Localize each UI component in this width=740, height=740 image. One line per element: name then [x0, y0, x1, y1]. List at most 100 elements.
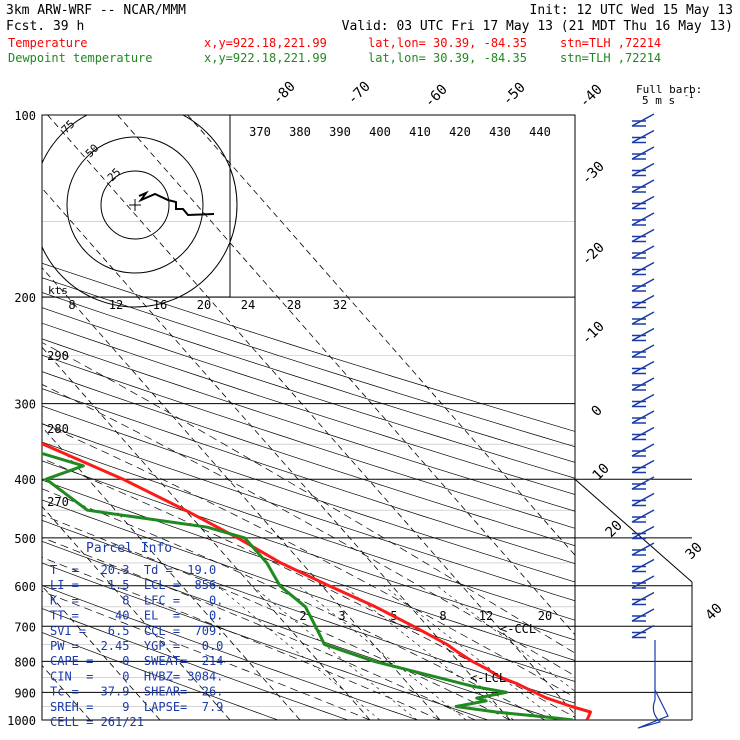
- parcel-info-row: TT = 40 EL = 0.: [50, 609, 223, 623]
- valid-time: Valid: 03 UTC Fri 17 May 13 (21 MDT Thu …: [342, 19, 733, 34]
- parcel-info-panel: Parcel Info T = 20.3 Td = 19.0LI = 1.5 L…: [50, 541, 223, 729]
- isotherm-label: 40: [703, 601, 726, 624]
- wind-barb: [631, 311, 655, 325]
- init-time: Init: 12 UTC Wed 15 May 13: [530, 3, 734, 18]
- dry-adiabat: [42, 479, 575, 661]
- legend-dewpoint: Dewpoint temperature: [8, 51, 153, 65]
- mixing-ratio-label: 3: [338, 609, 345, 623]
- wind-barb: [631, 591, 655, 606]
- mixing-ratio-line: [436, 585, 575, 692]
- dry-adiabat: [42, 441, 575, 621]
- parcel-info-row: SREH = 9 LAPSE= 7.9: [50, 700, 223, 714]
- isotherm-label: -80: [270, 79, 299, 108]
- parcel-info-title: Parcel Info: [86, 541, 172, 556]
- dry-adiabat: [42, 460, 575, 641]
- theta-label: 380: [289, 125, 311, 139]
- hodograph-scale-label: 28: [287, 298, 301, 312]
- barb-note-title: Full barb:: [636, 83, 702, 96]
- hodograph-ring: [100, 170, 170, 240]
- theta-left-label: 290: [47, 349, 69, 363]
- forecast-hour: Fcst. 39 h: [6, 19, 84, 34]
- model-title: 3km ARW-WRF -- NCAR/MMM: [6, 3, 186, 18]
- wind-barb: [631, 179, 655, 193]
- wind-barb: [631, 327, 655, 342]
- hodograph-scale-label: 12: [109, 298, 123, 312]
- pressure-tick-label: 1000: [7, 714, 36, 728]
- mixing-ratio-line: [252, 585, 418, 720]
- parcel-info-row: T = 20.3 Td = 19.0: [50, 563, 216, 577]
- isotherm: [42, 267, 441, 720]
- isotherm-label: 10: [590, 461, 613, 484]
- parcel-info-row: SVI = 6.5 CCL = 709.: [50, 624, 223, 638]
- theta-label: 400: [369, 125, 391, 139]
- dry-adiabat: [42, 354, 575, 529]
- mixing-ratio-line: [298, 585, 467, 720]
- chart-series: [42, 441, 592, 720]
- pressure-tick-label: 300: [14, 398, 36, 412]
- legend-temperature: Temperature: [8, 36, 87, 50]
- wind-barb: [631, 245, 655, 259]
- hodograph-scale-label: 16: [153, 298, 167, 312]
- isotherm-label: -20: [579, 240, 608, 269]
- dry-adiabat: [42, 322, 575, 495]
- hodograph-frame: [41, 114, 231, 298]
- dry-adiabat: [42, 262, 575, 432]
- lcl-marker: <-LCL: [470, 671, 506, 685]
- hodograph-speed-label: 25: [105, 166, 124, 185]
- wind-barb: [631, 509, 655, 523]
- dry-adiabat: [42, 277, 575, 448]
- wind-barb: [631, 195, 655, 210]
- isotherm-label: -50: [500, 80, 529, 109]
- hodograph-scale-label: 32: [333, 298, 347, 312]
- mixing-ratio-label: 8: [439, 609, 446, 623]
- wind-barb: [631, 542, 655, 556]
- dry-adiabat: [42, 608, 349, 720]
- dry-adiabat: [42, 292, 575, 463]
- hodograph-scale-label: 24: [241, 298, 255, 312]
- parcel-info-row: CAPE = 0 SWEAT= 214: [50, 654, 223, 668]
- theta-label: 440: [529, 125, 551, 139]
- dry-adiabat: [42, 405, 575, 583]
- isotherm-label: -30: [579, 159, 608, 188]
- dry-adiabat: [42, 307, 575, 479]
- pressure-tick-label: 700: [14, 620, 36, 634]
- isotherm: [42, 346, 371, 720]
- dry-adiabat: [42, 499, 575, 682]
- parcel-info-row: CELL = 261/21: [50, 715, 144, 729]
- pressure-tick-label: 100: [14, 109, 36, 123]
- wind-barb: [631, 443, 655, 457]
- hodograph-speed-label: 75: [59, 118, 78, 137]
- wind-barb: [631, 278, 655, 292]
- theta-label: 430: [489, 125, 511, 139]
- pressure-tick-label: 600: [14, 580, 36, 594]
- isotherm: [42, 426, 301, 720]
- hodograph-scale-label: 20: [197, 298, 211, 312]
- theta-left-label: 280: [47, 422, 69, 436]
- wind-barb: [631, 426, 655, 441]
- wind-barb: [631, 476, 655, 490]
- mixing-ratio-label: 2: [299, 609, 306, 623]
- pressure-tick-label: 200: [14, 291, 36, 305]
- dry-adiabat: [42, 423, 575, 602]
- pressure-tick-label: 800: [14, 655, 36, 669]
- isotherm-label: 30: [683, 540, 706, 563]
- wind-barb: [631, 624, 655, 639]
- theta-label: 420: [449, 125, 471, 139]
- dry-adiabat: [42, 562, 489, 720]
- wind-barb: [631, 525, 655, 540]
- wind-barb: [631, 129, 655, 144]
- dry-adiabat: [42, 540, 559, 720]
- hodograph-ring: [42, 115, 238, 308]
- theta-label: 370: [249, 125, 271, 139]
- legend-dewpoint-latlon: lat,lon= 30.39, -84.35: [368, 51, 527, 65]
- legend-temperature-stn: stn=TLH ,72214: [560, 36, 661, 50]
- dry-adiabat: [42, 632, 279, 720]
- mixing-ratio-line: [383, 585, 557, 720]
- frame-slant: [574, 478, 693, 583]
- temperature-line: [42, 441, 592, 720]
- dry-adiabat: [42, 388, 575, 564]
- wind-profile-low: [637, 640, 669, 729]
- legend-temperature-latlon: lat,lon= 30.39, -84.35: [368, 36, 527, 50]
- parcel-info-row: K = 8 LFC = 0.: [50, 593, 223, 607]
- hodograph-units: kts: [48, 284, 68, 297]
